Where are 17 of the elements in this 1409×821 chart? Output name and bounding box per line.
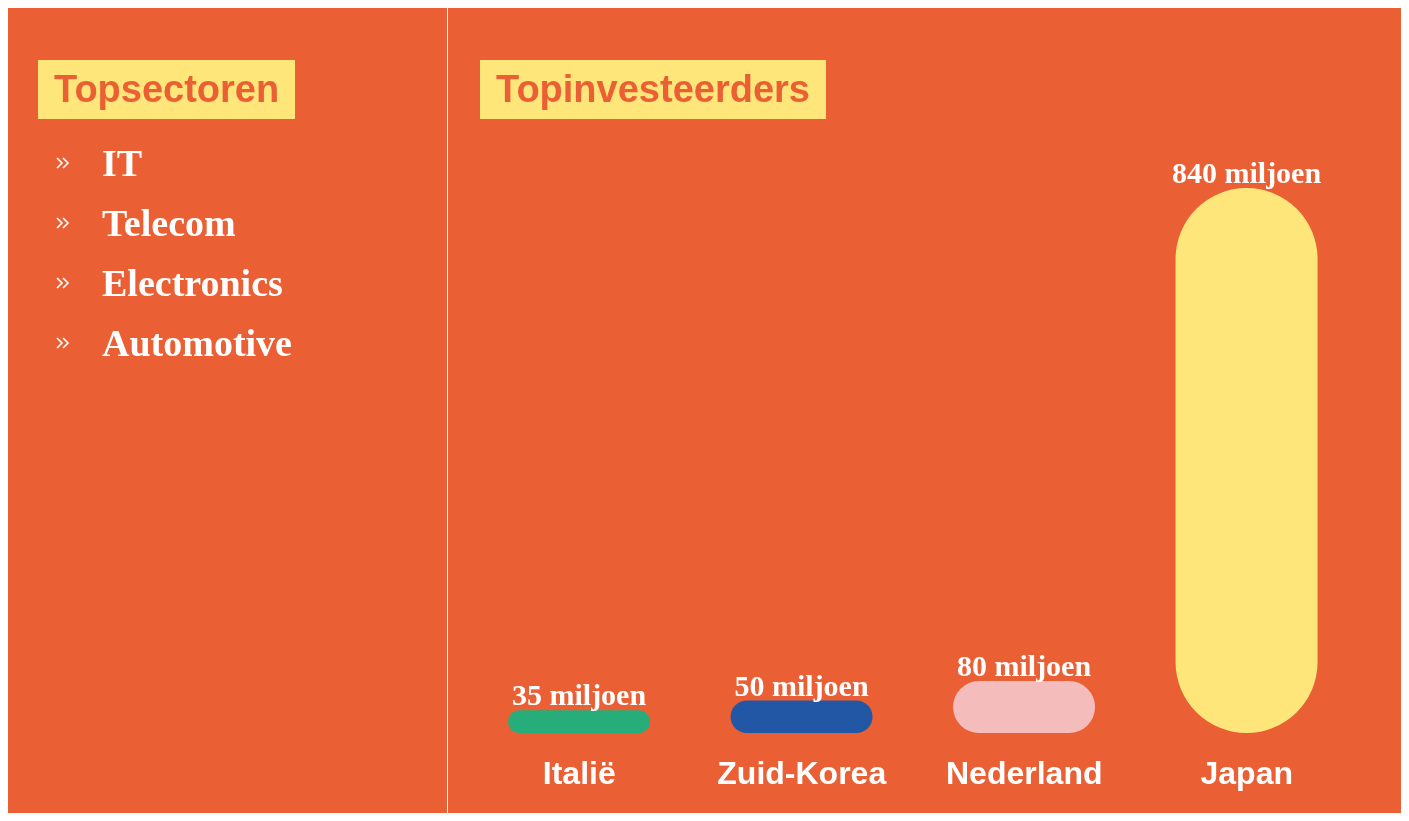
x-tick-label: Zuid-Korea [717, 754, 887, 791]
data-label: 840 miljoen [1171, 156, 1322, 189]
text: Electronics [102, 261, 283, 305]
data-label: 35 miljoen [511, 678, 647, 712]
text: Automotive [102, 321, 292, 365]
text: IT [102, 141, 143, 185]
bar [730, 700, 873, 733]
x-tick-label: Italië [542, 754, 616, 791]
text: Topsectoren [38, 60, 296, 119]
bar [508, 710, 651, 733]
bar [1175, 188, 1318, 733]
x-tick-label: Japan [1200, 754, 1293, 791]
text: Telecom [102, 201, 236, 245]
x-tick-label: Nederland [946, 754, 1103, 791]
data-label: 50 miljoen [734, 668, 869, 702]
data-label: 80 miljoen [956, 649, 1092, 683]
chart-title: Topinvesteerders [480, 60, 826, 119]
